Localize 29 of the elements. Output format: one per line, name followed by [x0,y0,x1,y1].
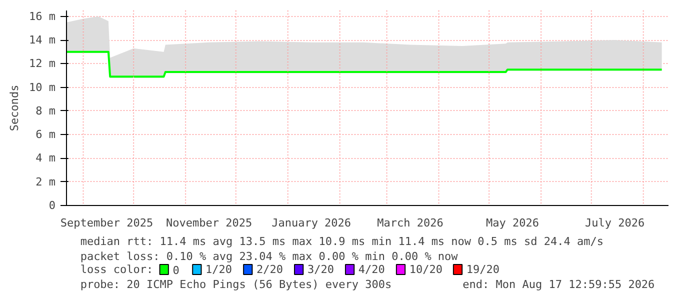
text: end: Mon Aug 17 12:59:55 2026 [462,278,655,291]
x-tick-label: January 2026 [272,216,352,230]
y-tick-label: 14 m [29,34,56,47]
y-tick-label: 6 m [36,128,56,142]
x-tick-label: March 2026 [377,216,444,230]
legend-label: 4/20 [358,263,385,276]
legend-label: 3/20 [307,263,334,276]
y-tick-label: 8 m [36,104,56,118]
legend-label: 10/20 [409,263,443,276]
y-tick-label: 2 m [36,175,56,188]
y-tick-label: 12 m [29,57,56,70]
legend-label: 0 [172,264,180,277]
y-axis-title: Seconds [8,84,22,132]
x-tick-label: May 2026 [486,216,540,230]
text: median rtt: 11.4 ms avg 13.5 ms max 10.9 ms min 11.4 ms now 0.5 ms sd 24.4 am/s [80,235,604,248]
legend-label: 1/20 [206,263,232,276]
y-tick-label: 4 m [36,152,56,165]
legend-label: 19/20 [466,263,500,276]
x-tick-label: November 2025 [166,216,252,230]
x-tick-label: September 2025 [60,216,154,230]
text: packet loss: 0.10 % avg 23.04 % max 0.00 % min 0.00 % now [80,250,458,263]
line-series [66,50,663,78]
y-tick-label: 10 m [29,80,56,94]
legend-label: 2/20 [256,263,284,276]
text: probe: 20 ICMP Echo Pings (56 Bytes) every 300s [80,278,392,291]
y-tick-label: 0 [48,199,56,212]
y-tick-label: 16 m [29,10,56,23]
legend-title: loss color: [80,263,154,276]
x-tick-label: July 2026 [585,216,645,230]
